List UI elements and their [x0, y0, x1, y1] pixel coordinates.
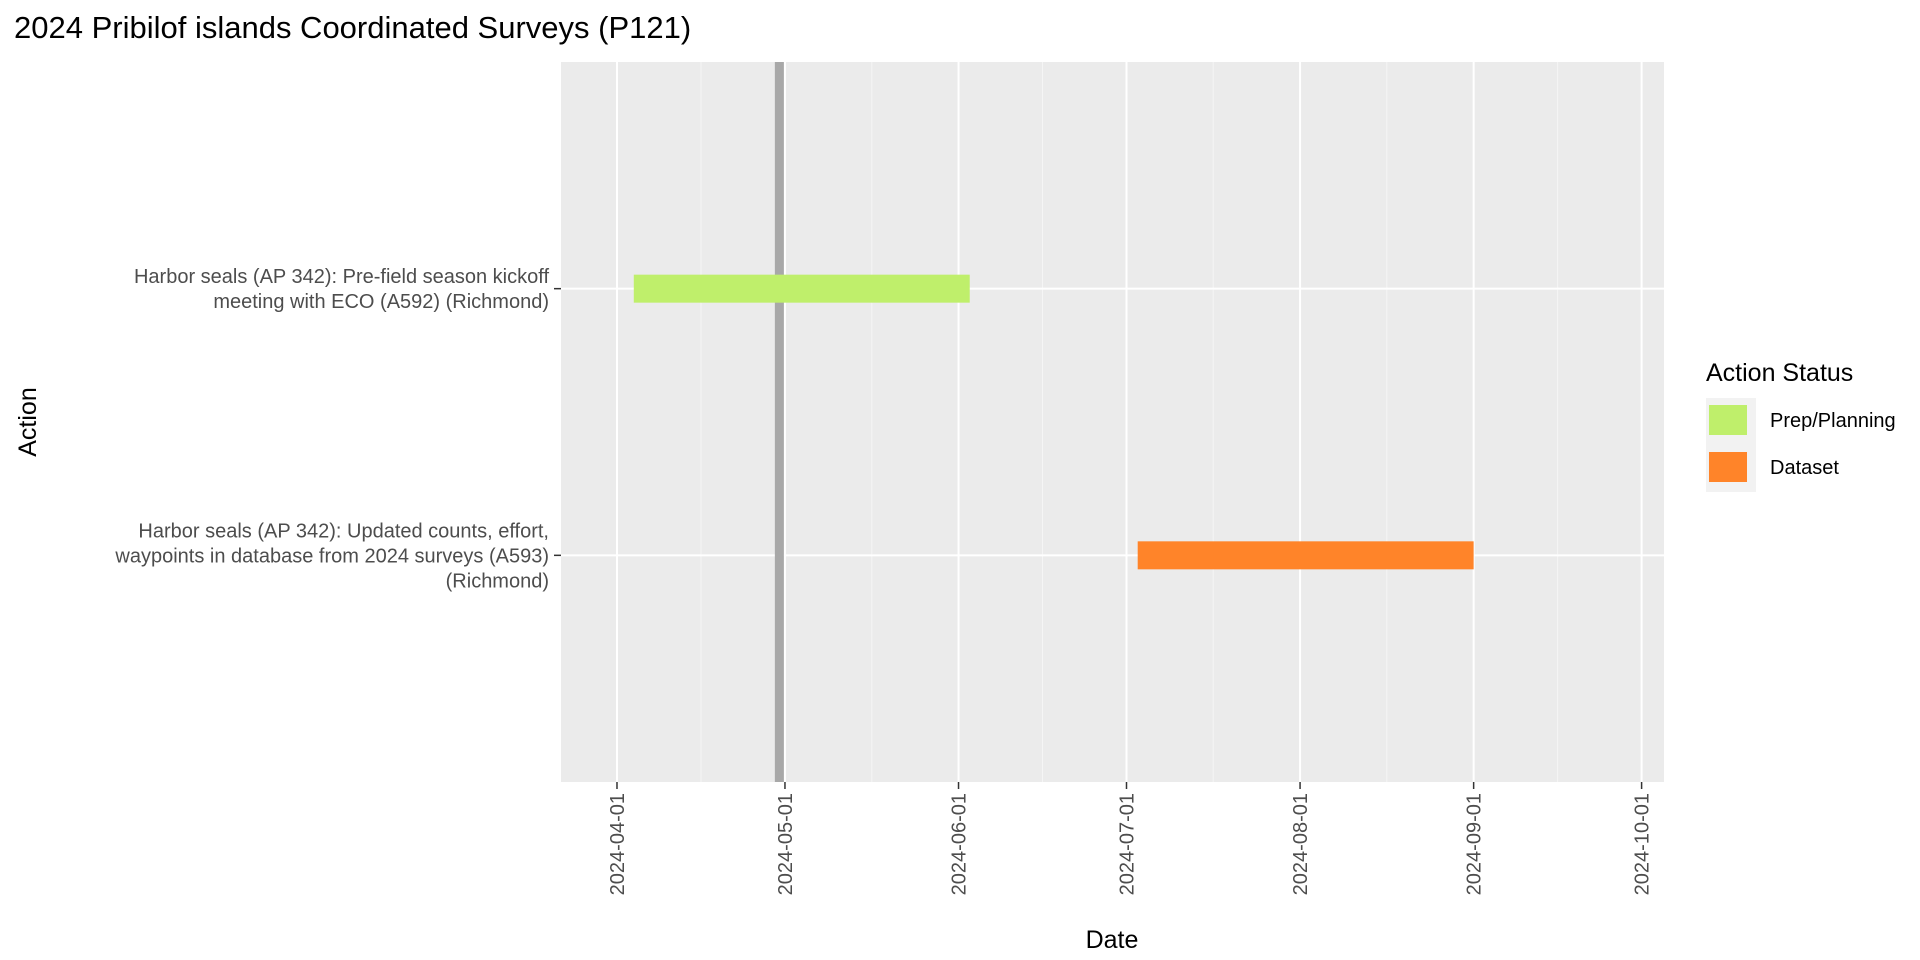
legend-key [1709, 405, 1747, 435]
y-axis-title: Action [14, 387, 42, 456]
task-bars [633, 274, 1474, 570]
legend-label: Prep/Planning [1770, 410, 1896, 432]
x-tick-label: 2024-05-01 [775, 793, 797, 895]
x-tick-label: 2024-08-01 [1290, 793, 1312, 895]
y-tick-label: meeting with ECO (A592) (Richmond) [213, 291, 549, 313]
y-tick-label: (Richmond) [446, 570, 549, 592]
x-tick-label: 2024-09-01 [1464, 793, 1486, 895]
x-tick-label: 2024-04-01 [607, 793, 629, 895]
legend: Action Status Prep/Planning Dataset [1706, 359, 1896, 492]
y-tick-label: Harbor seals (AP 342): Pre-field season … [134, 266, 549, 288]
y-tick-label: waypoints in database from 2024 surveys … [114, 545, 549, 567]
grid-lines [561, 62, 1664, 782]
legend-title: Action Status [1706, 359, 1853, 387]
chart-title: 2024 Pribilof islands Coordinated Survey… [14, 10, 692, 45]
legend-key [1709, 452, 1747, 482]
y-tick-label: Harbor seals (AP 342): Updated counts, e… [138, 520, 549, 542]
x-axis-title: Date [1086, 926, 1139, 954]
x-tick-label: 2024-07-01 [1116, 793, 1138, 895]
x-axis: 2024-04-01 2024-05-01 2024-06-01 2024-07-01… [607, 782, 1654, 895]
task-bar [1137, 541, 1474, 570]
legend-label: Dataset [1770, 457, 1839, 479]
task-bar [633, 274, 970, 303]
plot-panel [561, 62, 1664, 782]
x-tick-label: 2024-06-01 [949, 793, 971, 895]
x-tick-label: 2024-10-01 [1632, 793, 1654, 895]
y-axis: Harbor seals (AP 342): Pre-field season … [114, 266, 561, 592]
